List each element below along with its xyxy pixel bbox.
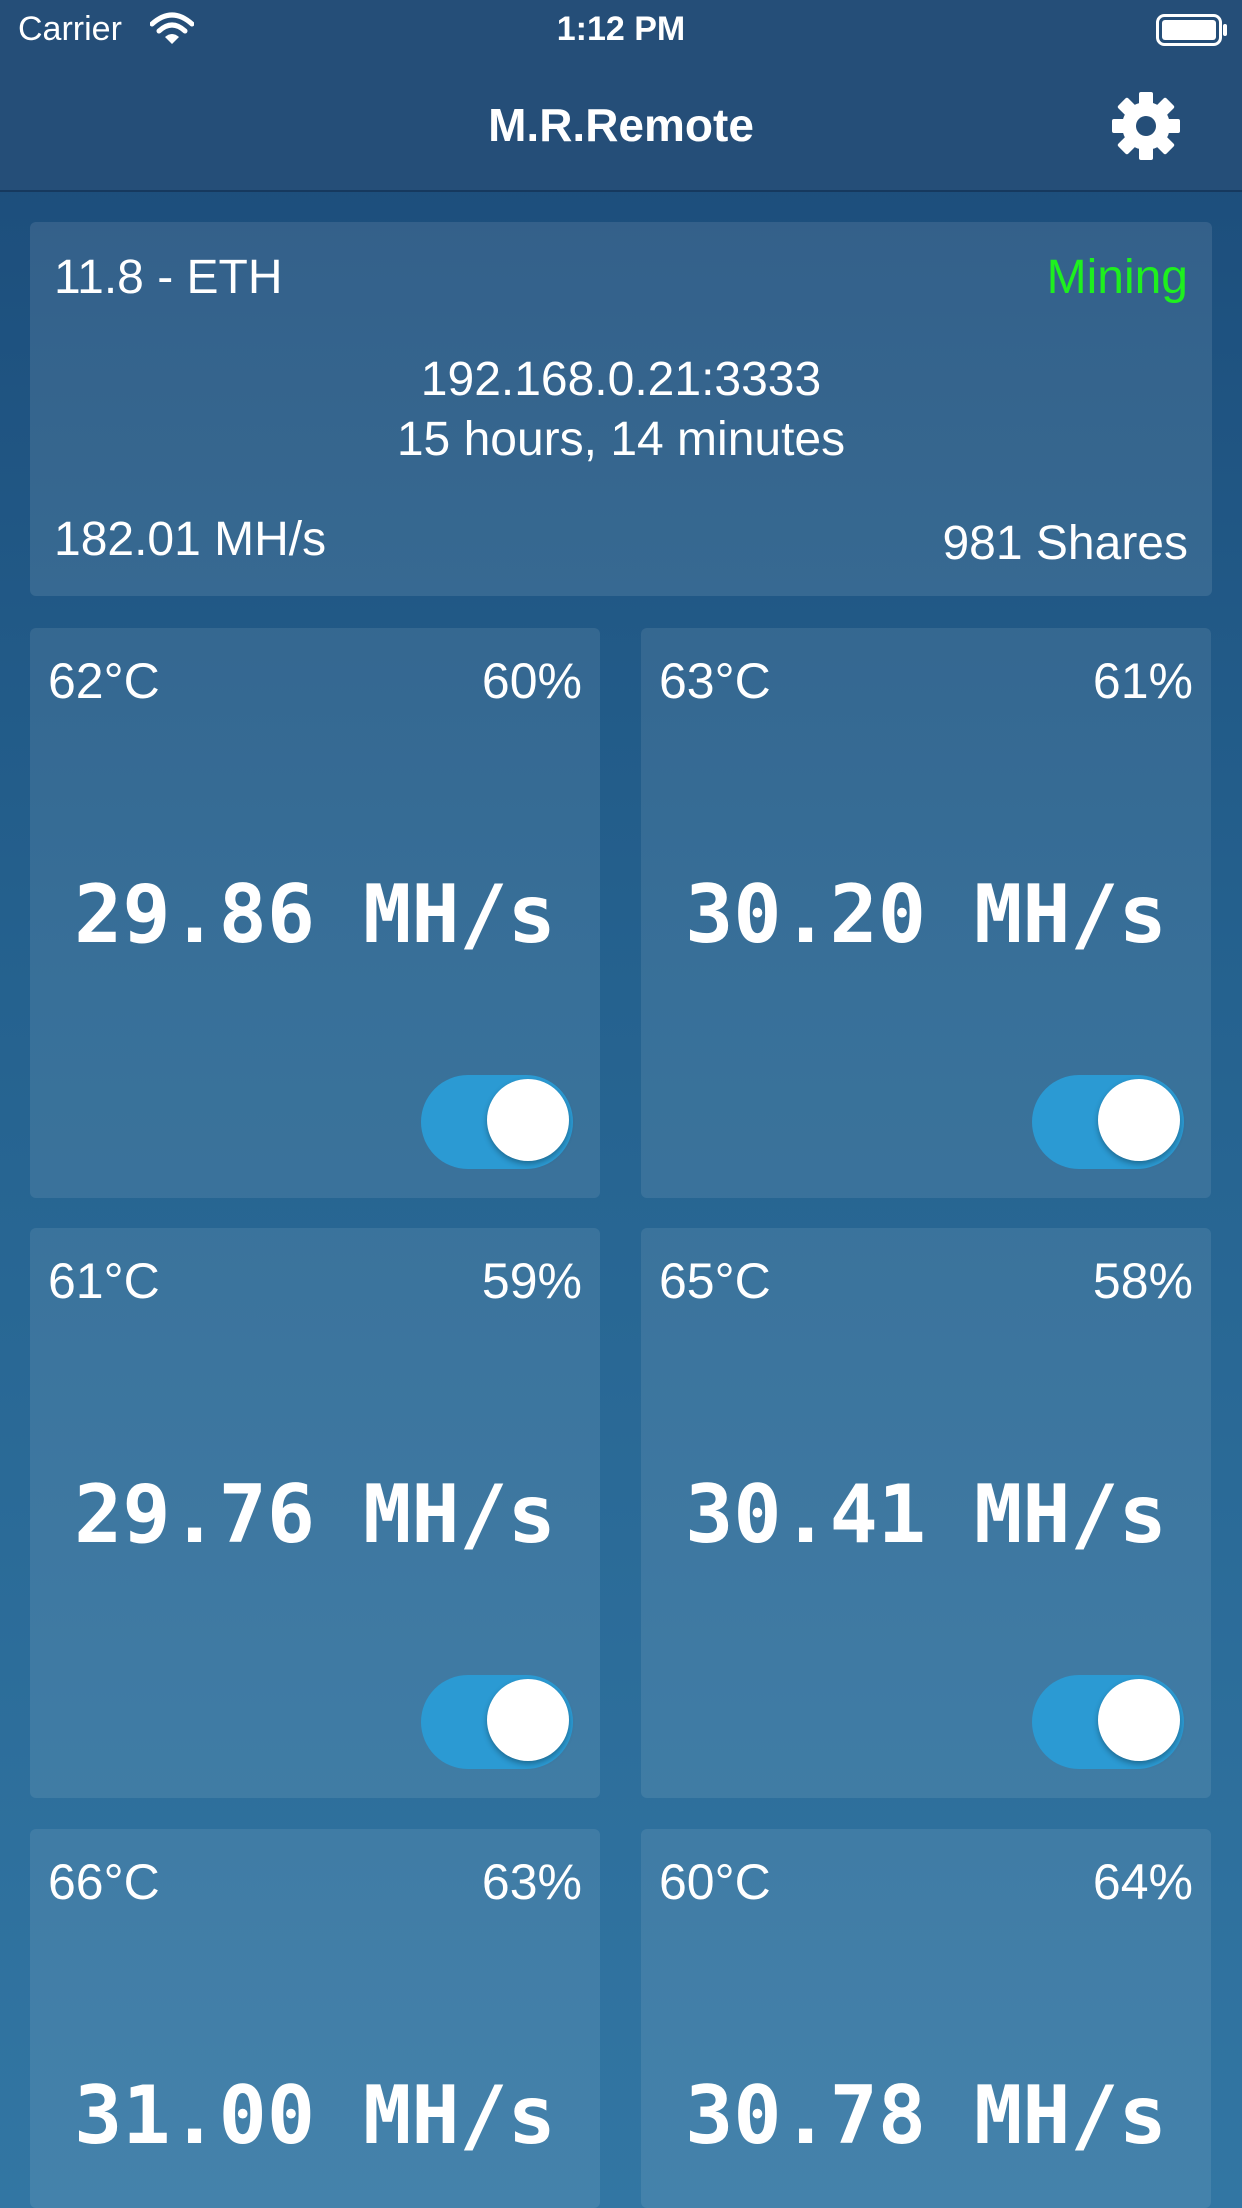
gpu-card-6: 60°C 64% 30.78 MH/s xyxy=(641,1829,1211,2208)
status-bar: Carrier 1:12 PM xyxy=(0,0,1242,62)
miner-version: 11.8 - ETH xyxy=(54,251,283,304)
total-hashrate: 182.01 MH/s xyxy=(54,513,327,566)
gpu-hashrate: 29.76 MH/s xyxy=(74,1468,556,1561)
status-time: 1:12 PM xyxy=(556,10,686,48)
gpu-card-2: 63°C 61% 30.20 MH/s xyxy=(641,628,1211,1198)
mining-status: Mining xyxy=(1046,251,1188,304)
gpu-fan-speed: 59% xyxy=(481,1253,582,1309)
pool-address: 192.168.0.21:3333 xyxy=(420,353,822,406)
toggle-knob xyxy=(1098,1079,1180,1161)
uptime: 15 hours, 14 minutes xyxy=(396,413,846,466)
wifi-icon xyxy=(150,12,194,44)
gpu-temperature: 66°C xyxy=(48,1854,160,1910)
gpu-hashrate: 30.41 MH/s xyxy=(685,1468,1167,1561)
gpu-fan-speed: 63% xyxy=(481,1854,582,1910)
toggle-knob xyxy=(487,1679,569,1761)
shares-count: 981 Shares xyxy=(942,517,1188,570)
gpu-fan-speed: 60% xyxy=(481,653,582,709)
gpu-toggle-switch[interactable] xyxy=(421,1675,573,1769)
battery-icon xyxy=(1156,14,1227,46)
gpu-toggle-switch[interactable] xyxy=(421,1075,573,1169)
gpu-fan-speed: 64% xyxy=(1092,1854,1193,1910)
gpu-toggle-switch[interactable] xyxy=(1032,1675,1184,1769)
gpu-temperature: 65°C xyxy=(659,1253,771,1309)
carrier-label: Carrier xyxy=(18,10,122,48)
gpu-hashrate: 30.78 MH/s xyxy=(685,2069,1167,2162)
gpu-card-5: 66°C 63% 31.00 MH/s xyxy=(30,1829,600,2208)
gpu-card-3: 61°C 59% 29.76 MH/s xyxy=(30,1228,600,1798)
gpu-hashrate: 29.86 MH/s xyxy=(74,868,556,961)
gpu-card-4: 65°C 58% 30.41 MH/s xyxy=(641,1228,1211,1798)
gpu-temperature: 63°C xyxy=(659,653,771,709)
toggle-knob xyxy=(487,1079,569,1161)
gpu-temperature: 61°C xyxy=(48,1253,160,1309)
gpu-card-1: 62°C 60% 29.86 MH/s xyxy=(30,628,600,1198)
toggle-knob xyxy=(1098,1679,1180,1761)
gpu-hashrate: 31.00 MH/s xyxy=(74,2069,556,2162)
gpu-toggle-switch[interactable] xyxy=(1032,1075,1184,1169)
page-title: M.R.Remote xyxy=(488,99,754,151)
navigation-bar: Carrier 1:12 PM M.R.Remote xyxy=(0,0,1242,192)
miner-summary-card: 11.8 - ETH Mining 192.168.0.21:3333 15 h… xyxy=(30,222,1212,596)
gpu-fan-speed: 61% xyxy=(1092,653,1193,709)
gpu-temperature: 62°C xyxy=(48,653,160,709)
gpu-fan-speed: 58% xyxy=(1092,1253,1193,1309)
gpu-hashrate: 30.20 MH/s xyxy=(685,868,1167,961)
gear-icon[interactable] xyxy=(1110,90,1182,162)
gpu-temperature: 60°C xyxy=(659,1854,771,1910)
